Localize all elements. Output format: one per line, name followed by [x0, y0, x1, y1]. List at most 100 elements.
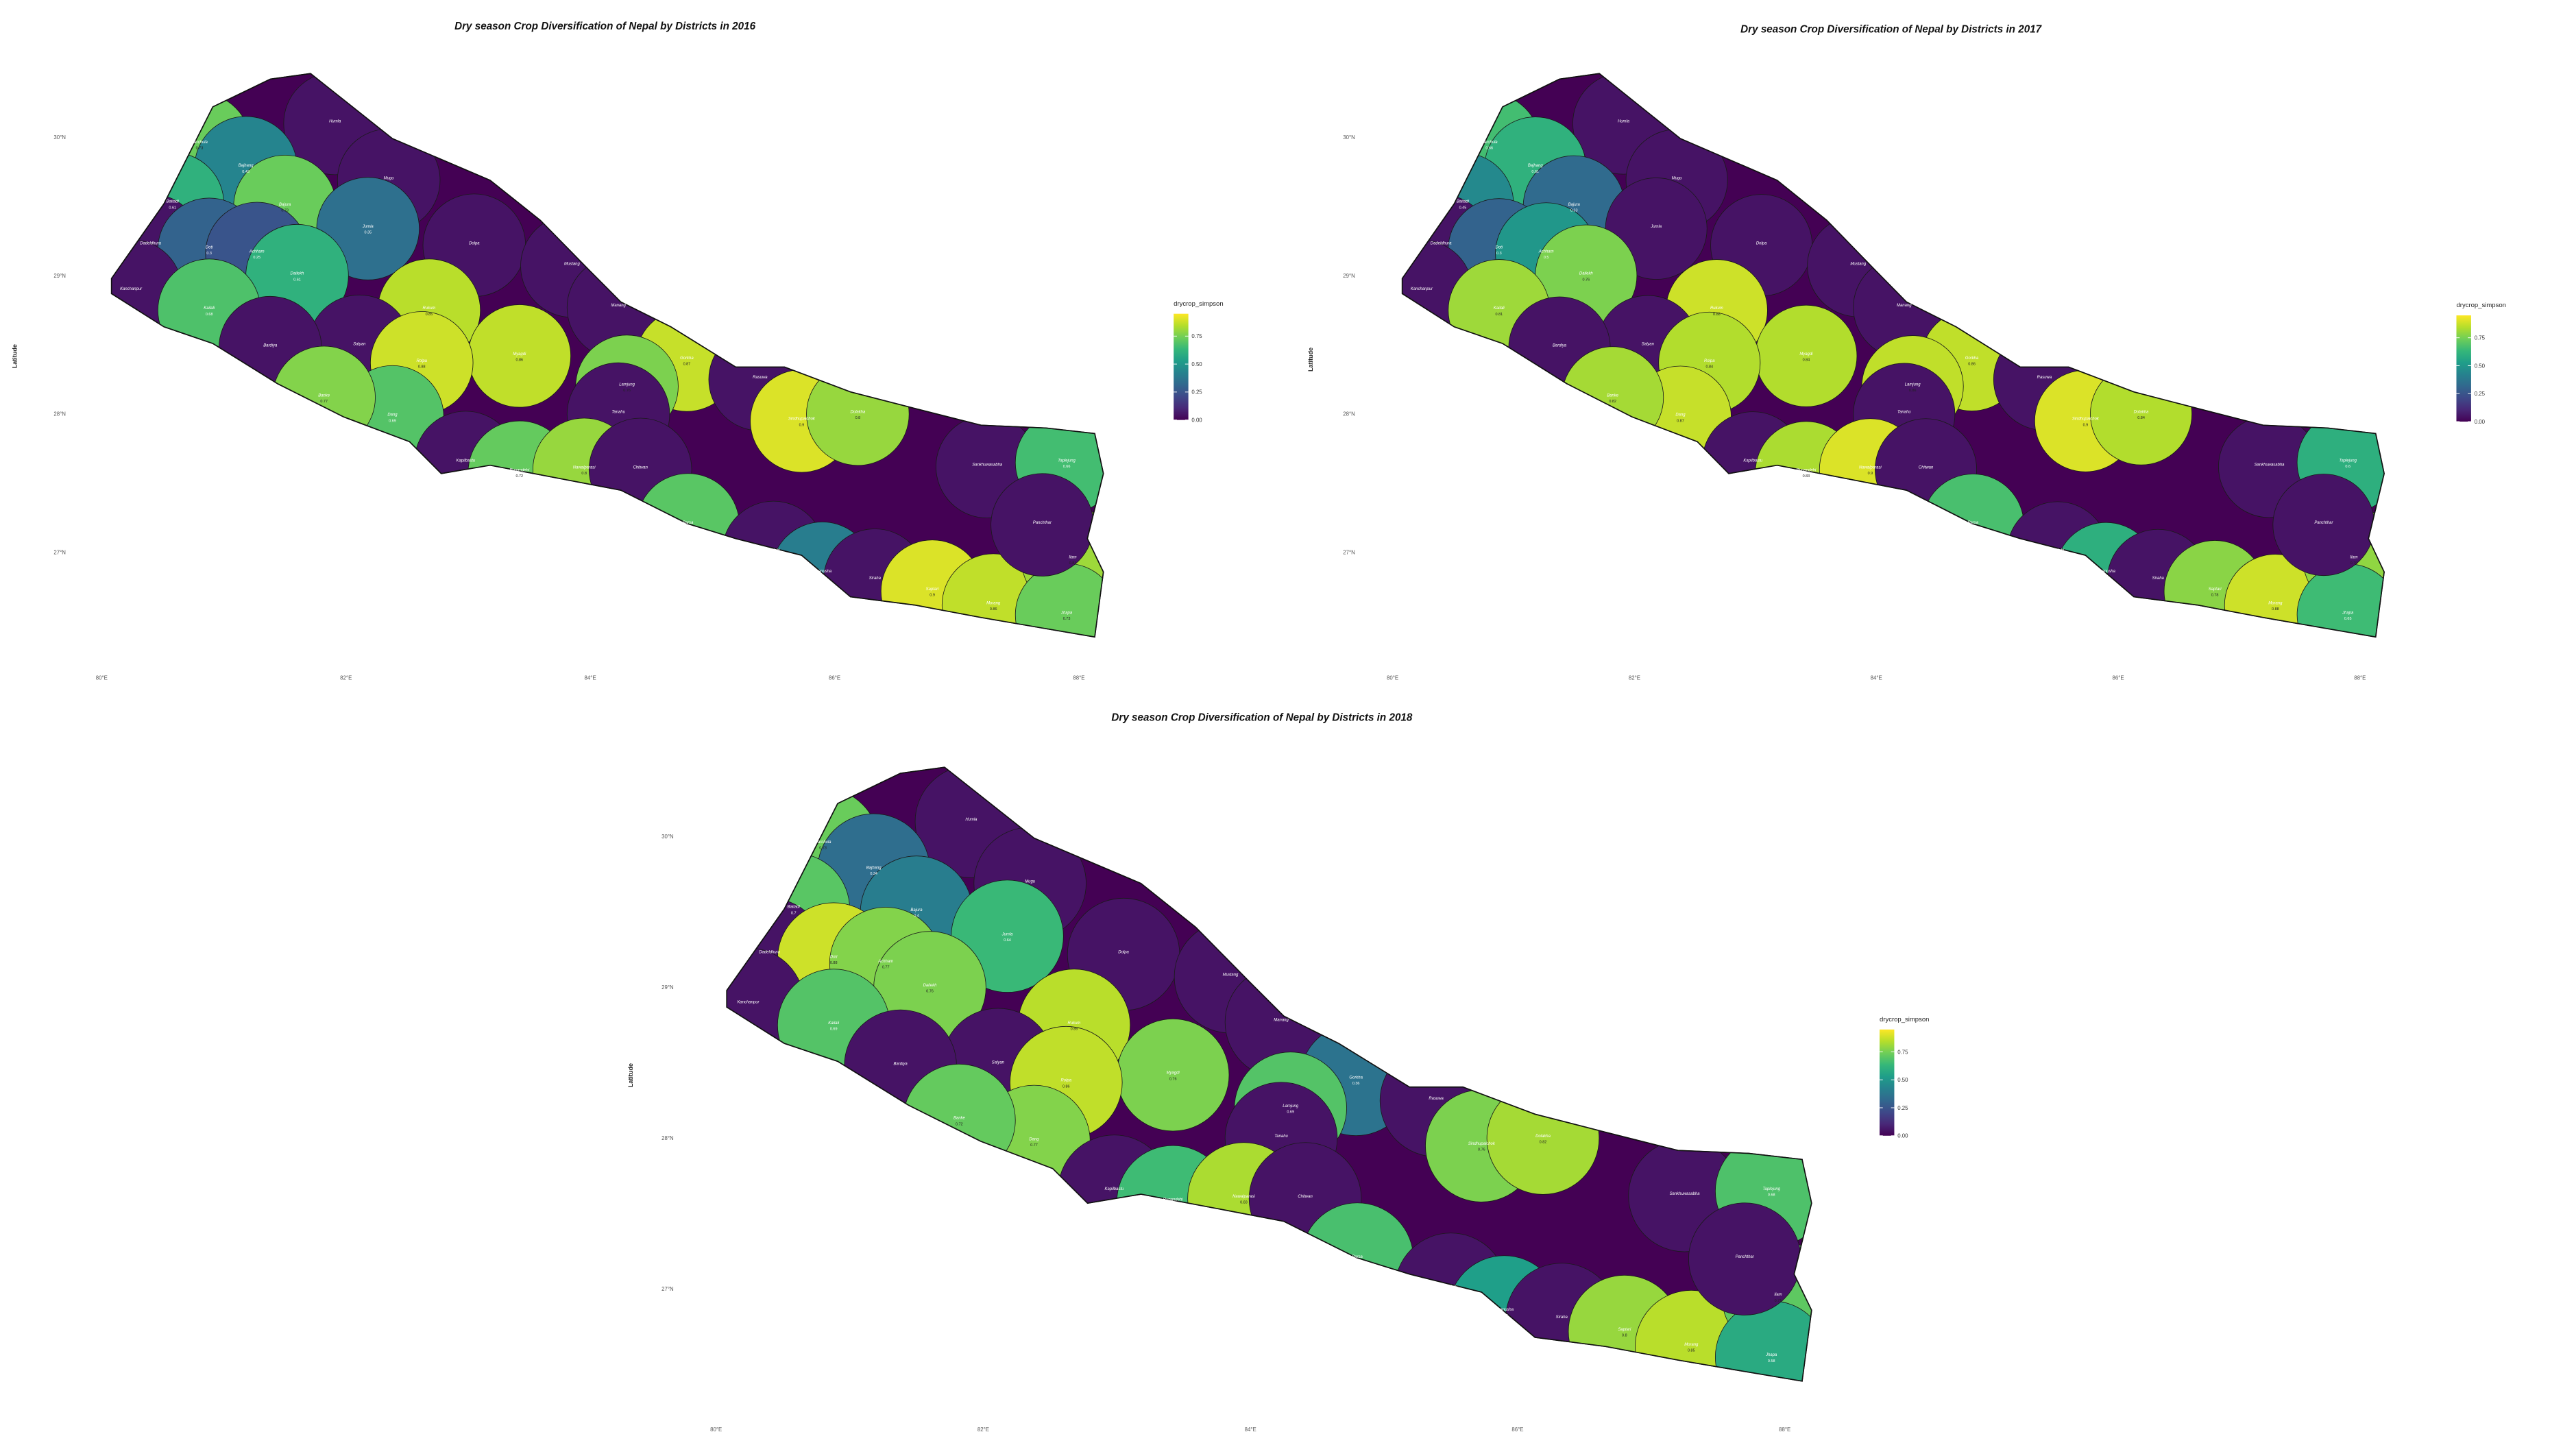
legend-tick-label: 0.50	[2475, 363, 2486, 369]
district-name: Chitwan	[1298, 1195, 1313, 1199]
district-name: Baitadi	[1457, 200, 1470, 204]
legend-tick-label: 0.25	[1191, 389, 1202, 396]
district-name: Dolpa	[1756, 241, 1767, 245]
district-name: Lamjung	[619, 383, 635, 387]
district-name: Manang	[1897, 304, 1912, 308]
district-value: 0.77	[1030, 1143, 1038, 1148]
district-value: 0.85	[1688, 1348, 1695, 1352]
district-name: Rukum	[1068, 1021, 1081, 1026]
district-name: Darchula	[191, 141, 208, 145]
legend-title: drycrop_simpson	[1880, 1016, 1929, 1023]
district-value: 0.66	[1485, 146, 1493, 150]
district-name: Dang	[387, 413, 398, 417]
x-tick-label: 80°E	[710, 1427, 722, 1433]
district-name: Dailekh	[923, 984, 937, 988]
district-name: Bajhang	[866, 866, 882, 871]
district-name: Parsa	[1968, 521, 1979, 525]
y-tick-label: 27°N	[1343, 550, 1355, 556]
district-name: Parsa	[1352, 1255, 1363, 1259]
legend-tick-label: 0.00	[2475, 419, 2486, 425]
district-name: Mugu	[1025, 879, 1036, 884]
district-name: Gorkha	[1965, 356, 1979, 361]
legend-tick-label: 0.50	[1897, 1077, 1908, 1083]
district-name: Dadeldhura	[1431, 241, 1452, 245]
district-name: Saptari	[1618, 1328, 1631, 1332]
district-name: Rasuwa	[753, 376, 768, 380]
district-name: Lamjung	[1283, 1104, 1298, 1108]
country-border	[110, 73, 1104, 638]
district-value: 0.76	[1583, 278, 1590, 282]
district-name: Sindhupalchok	[2072, 417, 2100, 422]
district-name: Siraha	[869, 577, 882, 581]
district-name: Dadeldhura	[759, 951, 780, 955]
district-value: 0.82	[1540, 1141, 1547, 1145]
district-name: Mugu	[1672, 176, 1683, 180]
district-value: 0.83	[1803, 474, 1810, 478]
x-tick-label: 88°E	[1073, 675, 1084, 681]
district-value: 0.45	[1459, 206, 1467, 210]
district-name: Rasuwa	[1429, 1097, 1444, 1101]
district-value: 0.77	[320, 400, 328, 404]
district-name: Dolpa	[1118, 951, 1129, 955]
district-name: Chitwan	[1919, 465, 1934, 470]
district-value: 0.69	[1287, 1111, 1294, 1115]
map-panel: Dry season Crop Diversification of Nepal…	[627, 712, 1929, 1433]
district-name: Rupandehi	[1163, 1198, 1183, 1202]
district-name: Dhanusha	[1495, 1308, 1514, 1312]
x-tick-label: 86°E	[1511, 1427, 1523, 1433]
y-axis-title: Latitude	[1307, 348, 1314, 372]
x-tick-label: 80°E	[1387, 675, 1398, 681]
legend-colorbar	[1879, 1029, 1895, 1136]
district-name: Baitadi	[167, 200, 180, 204]
district-name: Manang	[611, 304, 626, 308]
district-name: Bajura	[279, 203, 291, 207]
district-name: Kailali	[828, 1021, 840, 1026]
country-border	[1401, 73, 2385, 638]
district-value: 0.79	[2351, 561, 2358, 566]
district-name: Jumla	[1650, 225, 1662, 229]
x-tick-label: 82°E	[340, 675, 352, 681]
district-value: 0.9	[1868, 472, 1873, 476]
district-value: 0.53	[1501, 1314, 1508, 1318]
district-name: Kapilbastu	[457, 459, 476, 463]
district-value: 0.73	[1063, 617, 1071, 621]
district-name: Kanchanpur	[737, 1000, 760, 1004]
district-value: 0.9	[2083, 423, 2089, 427]
district-value: 0.4	[820, 575, 825, 579]
district-name: Rupandehi	[1797, 468, 1817, 472]
district-name: Rolpa	[416, 359, 427, 363]
district-name: Kailali	[204, 306, 215, 311]
district-value: 0.61	[169, 206, 176, 210]
district-name: Dadeldhura	[140, 241, 161, 245]
district-name: Mustang	[1850, 263, 1866, 267]
district-name: Nawalparasi	[1859, 465, 1882, 470]
y-tick-label: 30°N	[661, 834, 674, 840]
district-value: 0.84	[1803, 358, 1810, 362]
district-value: 0.72	[956, 1122, 963, 1126]
district-name: Panchthar	[1033, 521, 1052, 525]
district-value: 0.3	[206, 252, 212, 256]
x-tick-label: 82°E	[977, 1427, 989, 1433]
district-name: Tanahu	[1897, 411, 1911, 415]
district-value: 0.58	[1768, 1359, 1775, 1363]
district-value: 0.68	[206, 313, 213, 317]
district-name: Rukum	[1710, 306, 1723, 311]
district-value: 0.8	[581, 472, 587, 476]
district-name: Kanchanpur	[120, 287, 143, 291]
district-value: 0.85	[426, 313, 433, 317]
district-name: Ilam	[1069, 556, 1076, 560]
district-name: Humla	[329, 120, 341, 124]
district-name: Siraha	[1556, 1315, 1568, 1320]
district-name: Bajura	[1568, 203, 1581, 207]
district-value: 0.25	[253, 256, 260, 260]
district-name: Dailekh	[1579, 272, 1593, 276]
district-value: 0.77	[882, 966, 890, 970]
district-name: Sarlahi	[2052, 549, 2065, 553]
district-value: 0.86	[1968, 362, 1976, 366]
legend-tick-label: 0.25	[1897, 1105, 1908, 1111]
y-tick-label: 28°N	[53, 411, 66, 417]
district-name: Parsa	[683, 521, 694, 525]
district-name: Mustang	[1223, 973, 1239, 978]
district-name: Jhapa	[2342, 611, 2354, 615]
